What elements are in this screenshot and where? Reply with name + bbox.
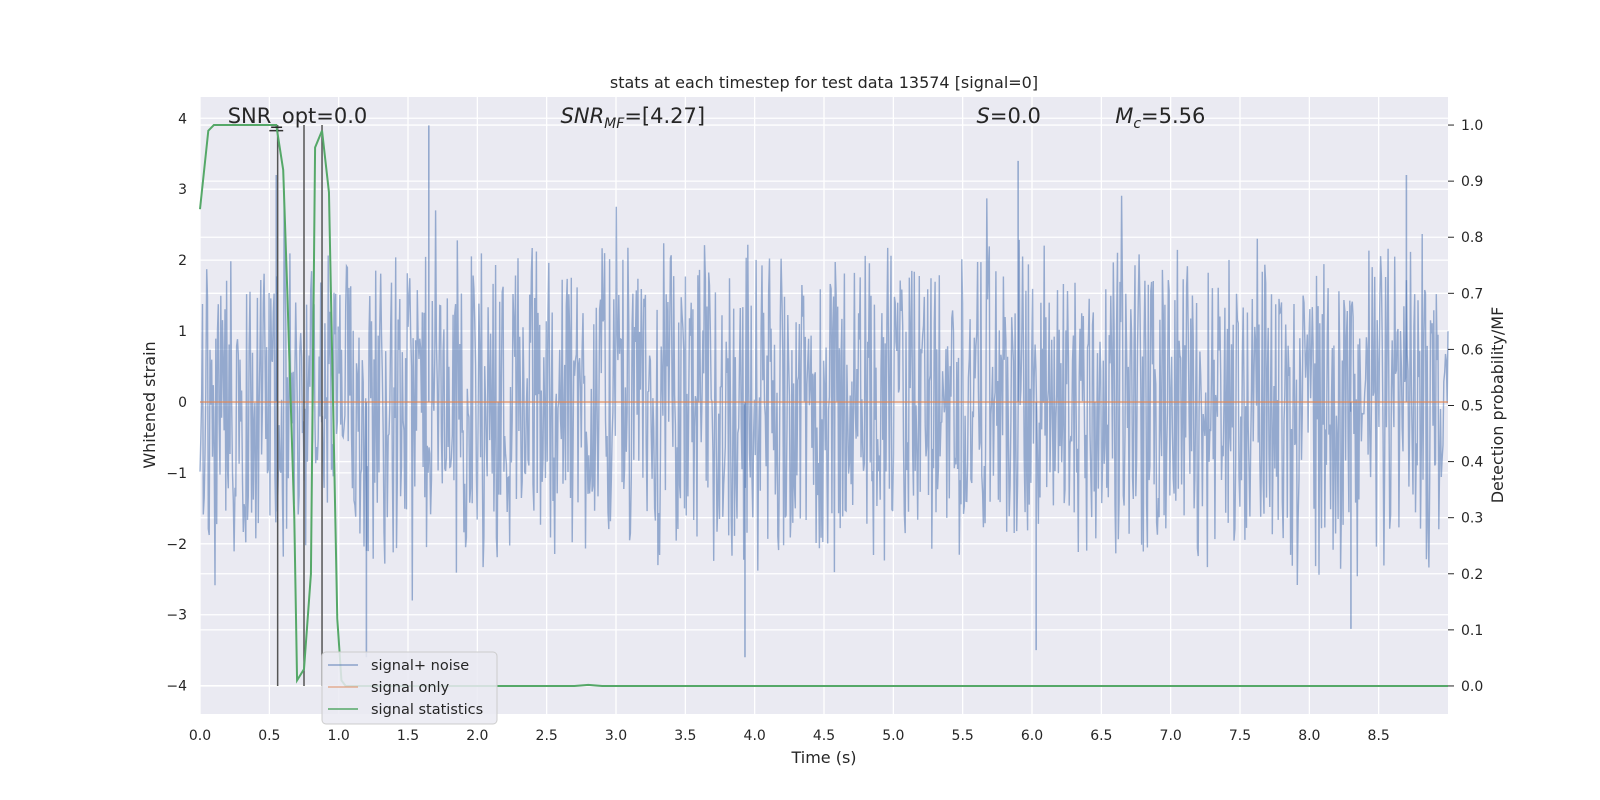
y-tick-label-left: 4 [178,111,187,127]
x-tick-label: 3.5 [674,728,696,744]
y-tick-label-left: 2 [178,253,187,269]
x-tick-label: 4.0 [744,728,766,744]
x-tick-label: 2.0 [466,728,488,744]
y-tick-label-left: −1 [166,466,187,482]
annotation: S=0.0 [977,104,1041,128]
annotation: SNR_opt=0.0 [228,104,368,129]
x-tick-label: 0.0 [189,728,211,744]
x-tick-label: 7.0 [1160,728,1182,744]
y-tick-label-left: −3 [166,608,187,624]
y-tick-label-right: 0.9 [1461,174,1483,190]
y-tick-label-left: 3 [178,182,187,198]
legend-label-signal-statistics: signal statistics [371,702,483,718]
y-tick-label-right: 0.4 [1461,455,1483,471]
x-tick-label: 5.0 [882,728,904,744]
y-tick-label-right: 0.2 [1461,567,1483,583]
x-tick-label: 0.5 [258,728,280,744]
y-tick-label-right: 0.5 [1461,399,1483,415]
y-tick-label-left: 1 [178,324,187,340]
x-axis-label: Time (s) [790,748,856,767]
y-axis-label-left: Whitened strain [140,341,159,468]
x-tick-label: 7.5 [1229,728,1251,744]
x-tick-label: 1.5 [397,728,419,744]
annotation: Mc=5.56 [1115,104,1205,132]
legend-label-signal-only: signal only [371,680,450,696]
y-tick-label-left: 0 [178,395,187,411]
x-tick-label: 2.5 [536,728,558,744]
y-tick-label-right: 0.1 [1461,623,1483,639]
y-tick-label-left: −4 [166,679,187,695]
y-tick-label-right: 0.6 [1461,342,1483,358]
x-tick-label: 1.0 [328,728,350,744]
annotations: SNR_opt=0.0 SNRMF=[4.27] S=0.0 Mc=5.56 [228,104,1206,132]
y-tick-label-left: −2 [166,537,187,553]
y-tick-label-right: 0.3 [1461,511,1483,527]
signal-noise-series [199,125,1449,658]
x-tick-label: 6.0 [1021,728,1043,744]
x-tick-label: 8.5 [1368,728,1390,744]
ticks: 0.0 0.5 1.0 1.5 2.0 2.5 3.0 3.5 4.0 4.5 5.0 5.5 6.0 6… [166,111,1483,744]
y-tick-label-right: 0.8 [1461,230,1483,246]
y-tick-label-right: 0.7 [1461,286,1483,302]
legend-label-signal-noise: signal+ noise [371,658,469,674]
x-tick-label: 8.0 [1298,728,1320,744]
legend-box [321,651,498,725]
x-tick-label: 6.5 [1090,728,1112,744]
x-tick-label: 3.0 [605,728,627,744]
y-tick-label-right: 1.0 [1461,118,1483,134]
y-tick-label-right: 0.0 [1461,679,1483,695]
y-axis-label-right: Detection probability/MF [1488,307,1507,504]
annotation: SNRMF=[4.27] [561,104,706,132]
chart-title: stats at each timestep for test data 135… [610,73,1038,92]
signal-noise-line [199,191,1449,601]
legend: signal+ noise signal only signal statist… [321,651,498,725]
x-tick-label: 4.5 [813,728,835,744]
x-tick-label: 5.5 [952,728,974,744]
